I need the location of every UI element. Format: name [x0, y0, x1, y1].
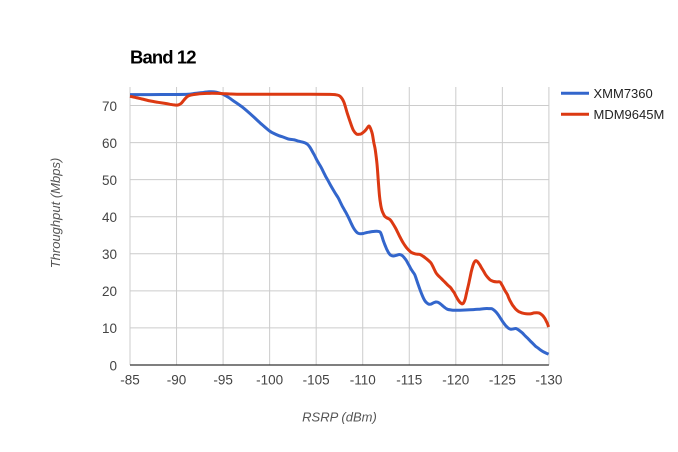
svg-text:Throughput (Mbps): Throughput (Mbps) [48, 158, 63, 269]
svg-text:-85: -85 [120, 373, 140, 388]
svg-text:40: 40 [102, 210, 117, 225]
svg-text:20: 20 [102, 284, 117, 299]
svg-text:-95: -95 [213, 373, 233, 388]
svg-text:30: 30 [102, 247, 117, 262]
svg-text:-120: -120 [442, 373, 469, 388]
svg-text:60: 60 [102, 136, 117, 151]
svg-text:Band 12: Band 12 [130, 47, 196, 68]
svg-text:-130: -130 [535, 373, 562, 388]
svg-text:-105: -105 [303, 373, 330, 388]
svg-text:-110: -110 [350, 373, 376, 388]
svg-text:-115: -115 [396, 373, 422, 388]
svg-text:-125: -125 [489, 373, 516, 388]
svg-text:RSRP (dBm): RSRP (dBm) [302, 410, 377, 425]
svg-text:MDM9645M: MDM9645M [594, 107, 665, 122]
svg-text:0: 0 [109, 358, 117, 373]
svg-text:XMM7360: XMM7360 [594, 86, 653, 101]
svg-text:70: 70 [102, 99, 117, 114]
svg-text:50: 50 [102, 173, 117, 188]
svg-text:-90: -90 [167, 373, 187, 388]
svg-text:10: 10 [102, 321, 117, 336]
svg-text:-100: -100 [256, 373, 283, 388]
